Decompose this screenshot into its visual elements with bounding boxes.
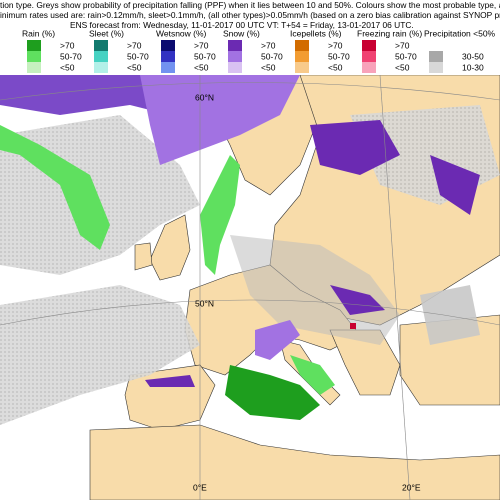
legend-label: >70 — [261, 40, 276, 50]
legend-swatch — [295, 51, 309, 62]
rain-area — [225, 365, 320, 420]
legend-label: 10-30 — [462, 62, 484, 72]
snow-area — [255, 320, 300, 360]
legend-swatch — [161, 40, 175, 51]
legend-swatch — [429, 51, 443, 62]
grey-area — [230, 235, 400, 345]
rain-area — [0, 125, 110, 250]
legend-swatch — [27, 51, 41, 62]
ireland — [134, 242, 153, 271]
legend-swatch — [362, 51, 376, 62]
legend-swatch — [161, 51, 175, 62]
legend-title: Sleet (%) — [89, 28, 124, 38]
legend-label: 30-50 — [462, 51, 484, 61]
legend-swatch — [94, 51, 108, 62]
legend-title: Snow (%) — [223, 28, 260, 38]
legend-label: <50 — [127, 62, 142, 72]
legend-label: >70 — [328, 40, 343, 50]
legend-label: >70 — [395, 40, 410, 50]
snow-area — [145, 375, 195, 387]
grid-label: 50°N — [195, 298, 214, 308]
legend-swatch — [27, 40, 41, 51]
freezing-rain-area — [350, 323, 356, 329]
snow-area — [310, 120, 400, 175]
rain-area — [200, 155, 240, 275]
legend-title: Rain (%) — [22, 28, 55, 38]
snow-area — [140, 75, 300, 165]
precip-colors — [0, 75, 480, 420]
grid-label: 0°E — [193, 482, 207, 492]
legend-swatch — [362, 62, 376, 73]
legend-title: Wetsnow (%) — [156, 28, 207, 38]
grid-label: 20°E — [402, 482, 421, 492]
legend-title: Freezing rain (%) — [357, 28, 422, 38]
legend-swatch — [228, 40, 242, 51]
legend-label: 50-70 — [127, 51, 149, 61]
snow-area — [330, 285, 385, 315]
grey-area — [420, 285, 480, 345]
north-africa — [89, 424, 500, 500]
lat-line — [0, 299, 500, 326]
legend-label: 50-70 — [60, 51, 82, 61]
header-line: inimum rates used are: rain>0.12mm/h, sl… — [0, 10, 500, 20]
lon-line — [379, 75, 411, 500]
legend-label: <50 — [328, 62, 343, 72]
legend-swatch — [228, 62, 242, 73]
legend-label: 50-70 — [261, 51, 283, 61]
grid-label: 60°N — [195, 92, 214, 102]
legend-swatch — [295, 62, 309, 73]
legend-label: >70 — [127, 40, 142, 50]
legend-swatch — [295, 40, 309, 51]
legend-title: Precipitation <50% — [424, 28, 496, 38]
legend-label: >70 — [60, 40, 75, 50]
legend-swatch — [362, 40, 376, 51]
legend-swatch — [429, 62, 443, 73]
grey-area — [0, 285, 200, 425]
legend-swatch — [94, 40, 108, 51]
snow-area — [430, 155, 480, 215]
turkey — [399, 314, 500, 406]
legend-label: <50 — [261, 62, 276, 72]
legend-swatch — [161, 62, 175, 73]
legend-label: >70 — [194, 40, 209, 50]
rain-area — [290, 355, 335, 395]
legend-label: <50 — [194, 62, 209, 72]
header-line: tion type. Greys show probability of pre… — [0, 0, 500, 10]
legend-title: Icepellets (%) — [290, 28, 342, 38]
legend-label: 50-70 — [194, 51, 216, 61]
legend-label: <50 — [60, 62, 75, 72]
map: 60°N 50°N 0°E 20°E — [0, 75, 500, 500]
lat-line — [0, 82, 500, 101]
legend-label: 50-70 — [328, 51, 350, 61]
legend-swatch — [27, 62, 41, 73]
header-line: ENS forecast from: Wednesday, 11-01-2017… — [70, 20, 414, 30]
graticule — [0, 75, 500, 500]
legend-label: <50 — [395, 62, 410, 72]
legend-label: 50-70 — [395, 51, 417, 61]
legend-swatch — [228, 51, 242, 62]
legend-swatch — [94, 62, 108, 73]
